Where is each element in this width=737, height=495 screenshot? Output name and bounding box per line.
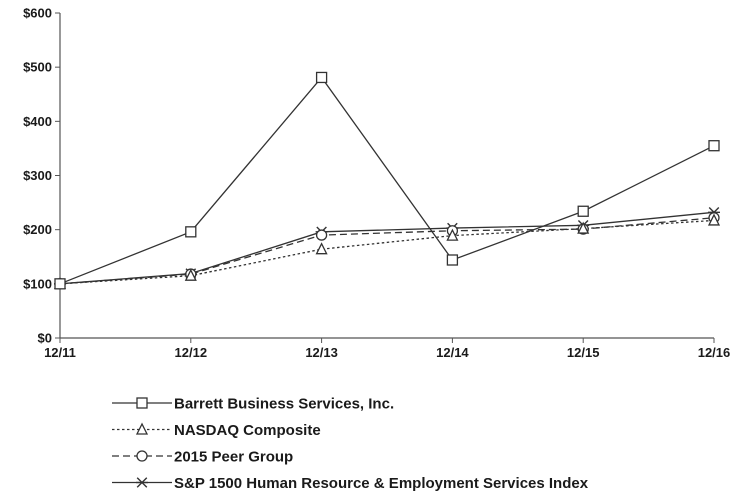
axes: [59, 13, 714, 339]
legend-label: S&P 1500 Human Resource & Employment Ser…: [174, 475, 589, 492]
series-2-point: [446, 228, 459, 241]
legend-marker: [136, 477, 148, 488]
series-line-3: [59, 217, 715, 285]
series-1-point: [708, 140, 720, 152]
legend-item: S&P 1500 Human Resource & Employment Ser…: [112, 475, 589, 492]
series-2-point: [577, 221, 590, 234]
series-2-point: [184, 268, 197, 281]
y-axis-ticks: $0 $100 $200 $300 $400 $500 $600: [23, 6, 60, 346]
series-markers: [53, 71, 721, 290]
series-1-point: [185, 226, 197, 238]
y-tick-label: $200: [23, 222, 52, 237]
x-tick-label: 12/12: [175, 345, 208, 360]
series-lines: [59, 76, 715, 285]
series-line-4: [59, 211, 715, 285]
y-tick-label: $0: [38, 331, 52, 346]
legend-item: Barrett Business Services, Inc.: [112, 396, 394, 413]
x-tick-label: 12/13: [305, 345, 338, 360]
legend-marker: [136, 450, 148, 462]
legend-marker: [136, 397, 148, 409]
x-axis-ticks: 12/11 12/12 12/13 12/14 12/15 12/16: [44, 338, 730, 360]
y-tick-label: $400: [23, 114, 52, 129]
legend-label: NASDAQ Composite: [174, 422, 321, 439]
series-line-1: [59, 76, 715, 285]
series-1-point: [577, 205, 589, 217]
y-tick-label: $500: [23, 60, 52, 75]
legend-marker: [135, 422, 149, 435]
series-3-point: [315, 229, 328, 241]
x-tick-label: 12/11: [44, 345, 76, 360]
legend-item: 2015 Peer Group: [112, 449, 293, 466]
legend: Barrett Business Services, Inc. NASDAQ Co…: [112, 396, 589, 492]
series-1-point: [446, 254, 459, 266]
series-line-2: [59, 219, 715, 285]
legend-item: NASDAQ Composite: [112, 422, 321, 439]
legend-label: Barrett Business Services, Inc.: [174, 396, 394, 413]
series-2-point: [315, 242, 328, 255]
y-tick-label: $600: [23, 6, 52, 21]
y-tick-label: $100: [23, 276, 52, 291]
series-2-point: [707, 213, 721, 226]
series-1-point: [315, 71, 328, 84]
y-tick-label: $300: [23, 168, 52, 183]
series-1-point: [54, 278, 66, 290]
x-tick-label: 12/14: [436, 345, 469, 360]
legend-label: 2015 Peer Group: [174, 449, 293, 466]
x-tick-label: 12/15: [567, 345, 600, 360]
x-tick-label: 12/16: [698, 345, 731, 360]
